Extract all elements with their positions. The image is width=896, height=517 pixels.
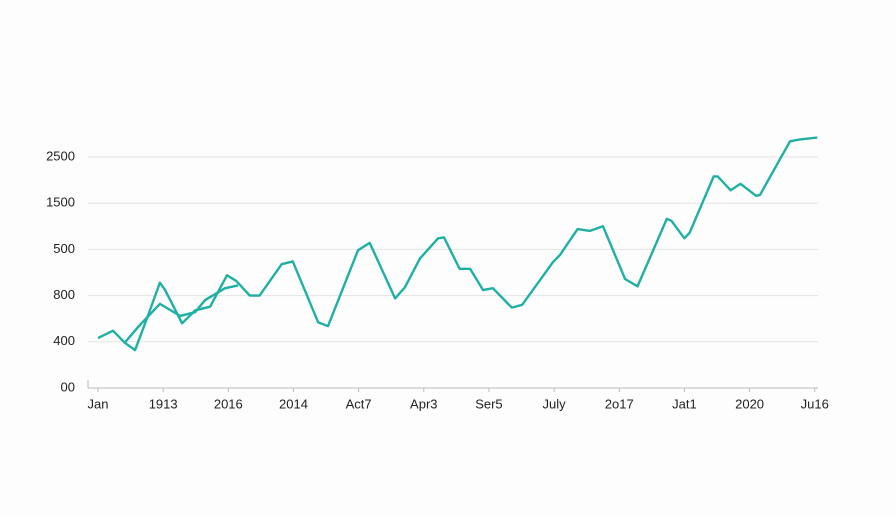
x-tick-label: 2016 <box>214 396 243 411</box>
y-tick-label: 800 <box>53 287 75 302</box>
y-tick-label: 00 <box>61 379 75 394</box>
y-tick-label: 400 <box>53 333 75 348</box>
x-tick-label: Ser5 <box>475 396 502 411</box>
x-tick-label: Ju16 <box>801 396 829 411</box>
x-tick-label: Act7 <box>346 396 372 411</box>
x-tick-label: Jan <box>88 396 109 411</box>
x-tick-label: 2014 <box>279 396 308 411</box>
line-series <box>97 136 818 352</box>
y-tick-label: 1500 <box>46 195 75 210</box>
x-tick-label: July <box>543 396 567 411</box>
y-tick-label: 500 <box>53 241 75 256</box>
line-series <box>123 284 239 344</box>
x-tick-label: Apr3 <box>410 396 437 411</box>
x-tick-label: 2o17 <box>605 396 634 411</box>
x-tick-label: Jat1 <box>672 396 697 411</box>
y-tick-label: 2500 <box>46 148 75 163</box>
x-tick-label: 1913 <box>149 396 178 411</box>
x-tick-label: 2020 <box>735 396 764 411</box>
